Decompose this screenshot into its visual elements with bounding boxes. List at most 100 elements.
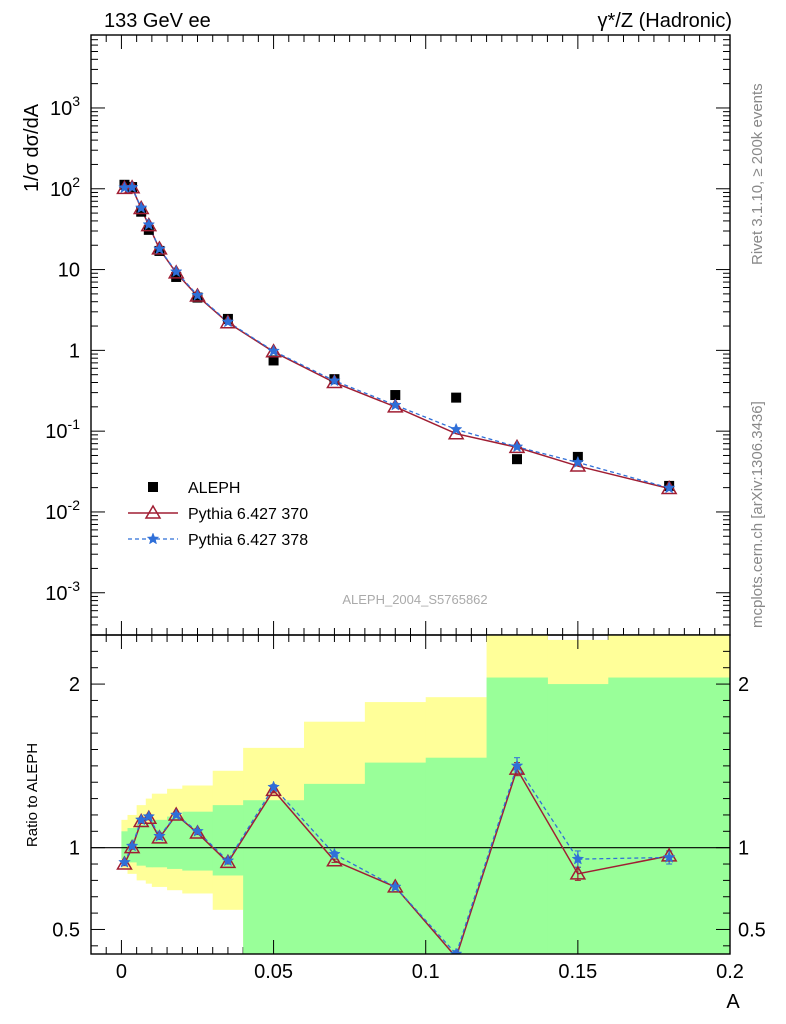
inner-uncertainty-band: [608, 677, 730, 954]
x-tick-label: 0.15: [558, 961, 597, 983]
pythia378-marker: [388, 398, 402, 411]
ratio-pythia378-marker: [510, 759, 524, 772]
upper-y-axis-label: 1/σ dσ/dA: [21, 103, 43, 192]
ratio-series: [116, 757, 678, 954]
inner-uncertainty-band: [425, 757, 488, 954]
aleph-data-point: [136, 206, 147, 217]
ratio-pythia370-marker: [151, 829, 168, 844]
ratio-tick-label-right: 0.5: [738, 919, 766, 941]
inner-uncertainty-band: [304, 783, 366, 954]
legend-label: ALEPH: [188, 480, 240, 497]
aleph-data-point: [268, 355, 279, 366]
ratio-pythia378-marker: [221, 854, 235, 867]
inner-uncertainty-band: [547, 684, 609, 954]
ratio-pythia378-marker: [191, 824, 204, 837]
inner-uncertainty-band: [121, 831, 129, 860]
ratio-pythia378-marker: [125, 839, 139, 852]
aleph-data-point: [390, 390, 401, 401]
ratio-tick-label-left: 1: [69, 838, 80, 860]
pythia378-marker: [510, 440, 524, 453]
legend-pythia370-marker: [144, 504, 162, 519]
mcplots-label: mcplots.cern.ch [arXiv:1306.3436]: [749, 401, 766, 628]
ratio-pythia378-marker: [328, 847, 341, 860]
ratio-pythia370-marker: [508, 760, 526, 775]
x-axis-label: A: [726, 991, 740, 1013]
ratio-pythia370-marker: [219, 853, 237, 869]
pythia378-marker: [153, 242, 166, 255]
ratio-pythia370-marker: [326, 852, 343, 867]
inner-uncertainty-band: [182, 811, 214, 871]
pythia378-marker: [328, 374, 341, 387]
ratio-pythia378-marker: [388, 880, 402, 893]
legend-pythia378-marker: [146, 532, 160, 545]
pythia378-marker: [662, 481, 676, 494]
y-tick-label: 10-1: [45, 416, 80, 443]
ratio-pythia378-marker: [134, 813, 148, 826]
ratio-tick-label-left: 0.5: [52, 919, 80, 941]
ratio-pythia378-marker: [662, 850, 676, 863]
pythia370-marker: [569, 457, 587, 472]
pythia378-marker: [169, 265, 183, 278]
ratio-pythia370-marker: [660, 847, 678, 862]
ratio-pythia370-marker: [132, 813, 150, 828]
x-tick-label: 0.1: [412, 961, 440, 983]
inner-uncertainty-band: [167, 816, 183, 869]
pythia378-marker: [134, 201, 148, 214]
inner-uncertainty-band: [212, 805, 244, 876]
pythia378-marker: [221, 315, 235, 328]
inner-uncertainty-band: [364, 762, 427, 954]
y-tick-label: 102: [50, 174, 80, 201]
lower-panel-axes: 0 0.05 0.1 0.15 0.2 0.5 0.5 1 1 2 2: [52, 35, 766, 983]
ratio-pythia378-marker: [169, 808, 183, 821]
lower-frame: [90, 634, 731, 955]
y-tick-label: 10-2: [45, 497, 80, 524]
ratio-pythia370-marker: [116, 855, 133, 870]
ratio-pythia378-marker: [449, 947, 463, 954]
inner-uncertainty-band: [486, 677, 548, 954]
ratio-pythia378-marker: [118, 855, 131, 868]
ratio-pythia370-marker: [189, 824, 206, 839]
ratio-pythia370-marker: [265, 781, 282, 797]
uncertainty-bands: [91, 635, 730, 954]
pythia378-marker: [191, 288, 204, 301]
rivet-version-label: Rivet 3.1.10, ≥ 200k events: [749, 83, 766, 265]
pythia370-marker: [386, 398, 404, 413]
pythia370-marker: [447, 425, 465, 440]
upper-panel: [91, 35, 730, 635]
y-tick-label: 1: [69, 340, 80, 362]
inner-uncertainty-band: [243, 800, 305, 954]
x-tick-label: 0: [116, 961, 127, 983]
x-tick-label: 0.2: [716, 961, 744, 983]
ratio-tick-label-right: 2: [738, 674, 749, 696]
upper-plot-area: [91, 35, 730, 635]
ratio-tick-label-right: 1: [738, 838, 749, 860]
ratio-pythia378-marker: [153, 829, 166, 842]
legend: ALEPH Pythia 6.427 370 Pythia 6.427 378: [128, 480, 308, 549]
x-tick-label: 0.05: [254, 961, 293, 983]
ratio-pythia378-marker: [571, 852, 585, 865]
aleph-data-point: [451, 392, 462, 403]
ratio-pythia370-marker: [140, 809, 158, 824]
ratio-pythia378-marker: [142, 809, 156, 822]
lower-y-axis-label: Ratio to ALEPH: [24, 743, 41, 847]
header-right-title: γ*/Z (Hadronic): [598, 10, 732, 32]
ratio-pythia378-marker: [267, 780, 280, 793]
aleph-data-point: [171, 271, 182, 282]
inner-uncertainty-band: [145, 823, 153, 868]
inner-uncertainty-band: [136, 824, 147, 866]
aleph-data-point: [512, 454, 522, 465]
legend-label: Pythia 6.427 370: [188, 506, 308, 523]
legend-label: Pythia 6.427 378: [188, 532, 308, 549]
y-tick-label: 10-3: [45, 578, 80, 605]
ratio-pythia370-marker: [123, 839, 141, 854]
ratio-pythia370-marker: [569, 865, 587, 880]
analysis-watermark: ALEPH_2004_S5765862: [342, 592, 487, 607]
pythia378-marker: [449, 422, 463, 435]
pythia378-marker: [267, 344, 280, 357]
pythia370-marker: [326, 374, 343, 389]
y-tick-label: 10: [58, 260, 80, 282]
upper-panel-series: [116, 179, 678, 495]
ratio-tick-label-left: 2: [69, 674, 80, 696]
header-left-title: 133 GeV ee: [104, 10, 211, 32]
